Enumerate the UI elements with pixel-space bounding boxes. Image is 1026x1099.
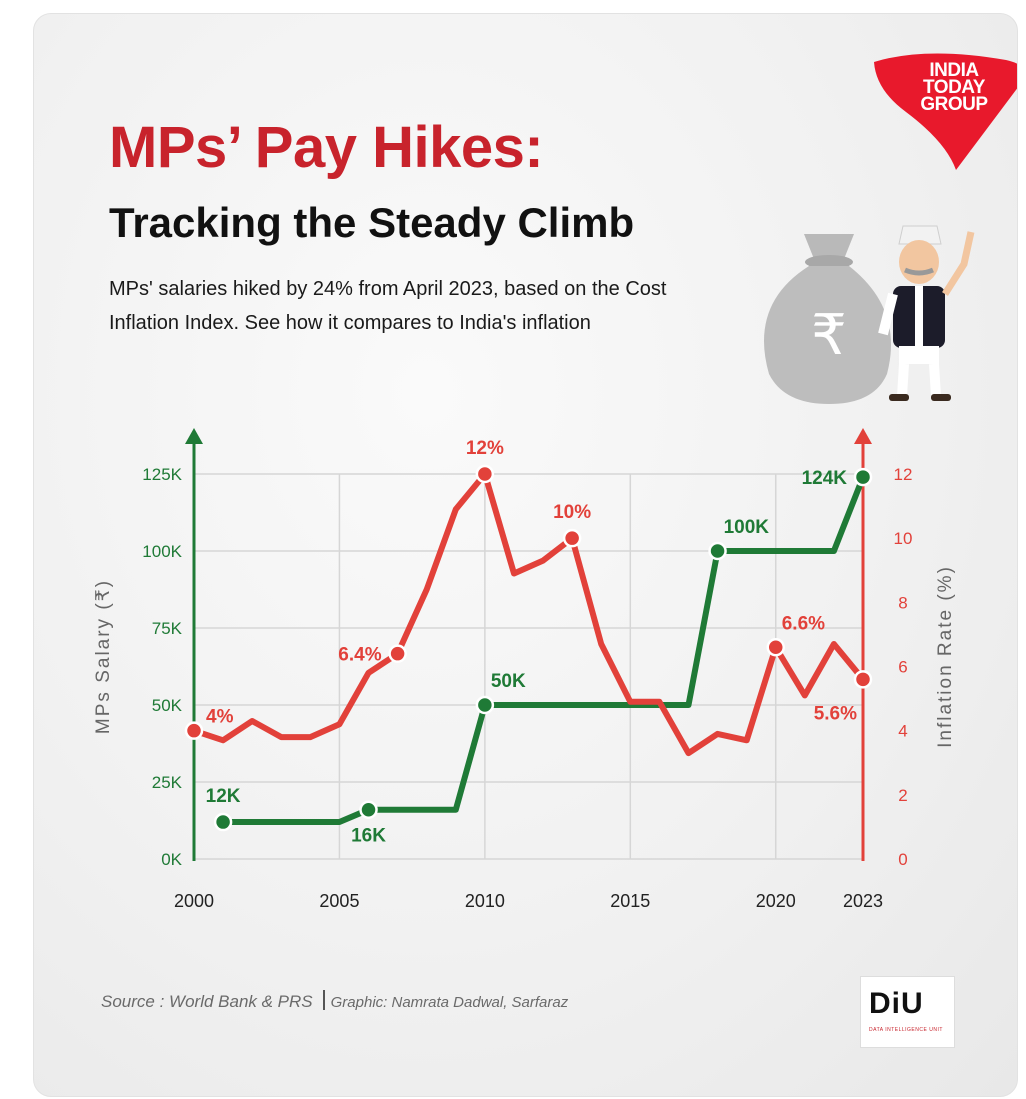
left-tick-label: 125K [142,465,182,484]
svg-text:₹: ₹ [811,303,847,368]
salary-data-label: 124K [802,468,848,489]
right-tick-label: 12 [894,465,913,484]
right-axis-title: Inflation Rate (%) [935,565,956,748]
inflation-marker [184,721,204,740]
right-tick-label: 10 [894,529,913,548]
salary-data-label: 12K [206,786,241,807]
left-tick-label: 50K [152,696,183,715]
inflation-marker [853,670,873,689]
salary-marker [853,467,873,487]
inflation-marker [562,528,582,548]
left-tick-label: 100K [142,542,182,561]
right-tick-label: 6 [898,658,907,677]
salary-marker [708,541,727,561]
right-axis-arrow-icon [854,428,872,444]
graphic-credit: Graphic: Namrata Dadwal, Sarfaraz [330,994,569,1011]
inflation-marker [475,464,495,484]
inflation-data-label: 12% [466,438,504,459]
x-tick-label: 2005 [319,891,359,911]
inflation-data-label: 6.6% [782,613,825,634]
inflation-line [191,471,866,757]
politician-figure-icon [878,225,975,401]
x-tick-label: 2010 [465,891,505,911]
source-text: Source : World Bank & PRS [101,992,313,1011]
right-tick-label: 8 [898,593,907,612]
right-tick-label: 4 [898,722,907,741]
x-tick-label: 2023 [843,891,883,911]
india-today-logo [874,53,1017,170]
left-tick-label: 75K [152,619,183,638]
left-axis-title: MPs Salary (₹) [93,579,114,734]
footer-divider [322,990,325,1010]
x-tick-label: 2015 [610,891,650,911]
salary-data-label: 16K [351,826,386,847]
salary-marker [359,800,378,819]
inflation-data-label: 5.6% [814,703,857,724]
infographic-card: INDIA TODAY GROUP MPs’ Pay Hikes: Tracki… [33,13,1018,1097]
left-tick-label: 25K [152,773,183,792]
left-tick-label: 0K [161,850,182,869]
salary-marker [475,695,495,715]
inflation-data-label: 4% [206,707,234,728]
salary-inflation-chart: 0K 25K 50K 75K 100K 125K 0 2 4 6 8 10 12 2000 2005 2010… [93,428,956,911]
diu-logo: DiU DATA INTELLIGENCE UNIT [860,976,955,1048]
left-axis-arrow-icon [185,428,203,444]
salary-marker [213,812,233,832]
right-tick-label: 2 [898,786,907,805]
salary-data-label: 100K [724,517,770,538]
inflation-data-label: 10% [553,502,591,523]
page-title: MPs’ Pay Hikes: [109,115,544,180]
description-text: MPs' salaries hiked by 24% from April 20… [109,278,667,334]
money-bag-icon: ₹ [764,234,892,404]
salary-data-label: 50K [491,671,526,692]
right-tick-label: 0 [898,850,907,869]
inflation-marker [766,638,785,657]
source-footer: Source : World Bank & PRS Graphic: Namrat… [101,990,568,1012]
inflation-data-label: 6.4% [338,645,381,666]
india-today-logo-text: INDIA TODAY GROUP [920,60,988,115]
x-tick-label: 2020 [756,891,796,911]
page-subtitle: Tracking the Steady Climb [109,199,635,246]
politician-money-bag-illustration: ₹ [764,225,975,404]
inflation-marker [388,644,407,663]
x-tick-label: 2000 [174,891,214,911]
